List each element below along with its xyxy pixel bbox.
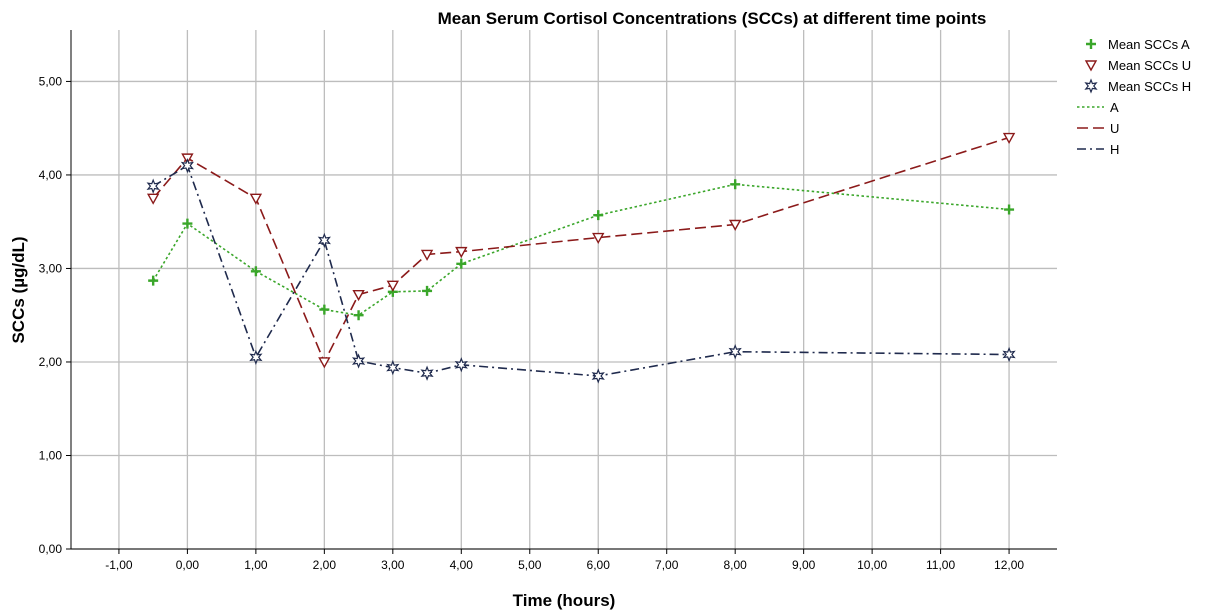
x-axis-title: Time (hours) [513,591,616,610]
legend-label: Mean SCCs H [1108,79,1191,94]
data-point-A [593,210,604,221]
y-axis-title: SCCs (µg/dL) [9,236,28,343]
data-point-U [249,193,263,205]
chart-title: Mean Serum Cortisol Concentrations (SCCs… [438,9,987,28]
data-point-H [180,157,195,174]
data-point-U [318,357,331,369]
legend-label: H [1110,142,1119,157]
data-point-H [591,368,605,384]
data-point-A [730,179,741,190]
series-layer [146,132,1016,384]
axes: -1,00 0,00 1,00 2,00 3,00 4,00 5,00 6,00 7,00 8,0… [39,30,1057,572]
y-tick-label: 0,00 [39,542,63,556]
data-point-H [386,359,400,376]
data-point-U [592,232,605,245]
data-point-A [422,285,433,296]
legend-label: A [1110,100,1119,115]
data-point-U [728,219,742,231]
grid [71,30,1057,550]
data-point-U [1002,132,1016,144]
data-point-A [456,258,467,269]
x-tick-label: 5,00 [518,558,542,572]
legend-marker-U [1084,60,1098,72]
data-point-U [455,246,468,259]
data-point-H [454,357,468,373]
x-tick-label: 2,00 [313,558,337,572]
y-tick-label: 5,00 [39,74,63,88]
data-point-H [1002,346,1016,363]
data-point-H [249,349,263,365]
x-tick-label: 0,00 [176,558,200,572]
data-point-A [250,266,261,277]
y-tick-label: 4,00 [39,168,63,182]
legend-marker-H [1084,78,1098,94]
x-tick-label: 1,00 [244,558,268,572]
series-U [146,132,1016,369]
data-point-H [728,344,742,360]
data-point-A [1004,204,1015,215]
data-point-A [148,275,159,286]
y-tick-label: 3,00 [39,261,63,275]
series-line-H [152,164,1010,377]
series-line-A [152,183,1010,317]
x-tick-label: 8,00 [724,558,748,572]
series-line-U [152,136,1010,364]
x-tick-label: 10,00 [857,558,887,572]
data-point-A [353,310,364,321]
series-A [148,179,1015,321]
data-point-A [182,218,193,229]
data-point-U [352,289,365,302]
x-tick-label: -1,00 [105,558,133,572]
data-point-H [317,232,331,249]
data-point-H [420,365,434,381]
legend-label: Mean SCCs U [1108,58,1191,73]
x-tick-label: 9,00 [792,558,816,572]
legend-label: U [1110,121,1119,136]
x-tick-label: 11,00 [926,558,955,572]
data-point-U [146,193,160,205]
x-tick-label: 12,00 [994,558,1024,572]
legend: Mean SCCs A Mean SCCs U Mean SCCs H AUH [1077,37,1191,157]
legend-label: Mean SCCs A [1108,37,1190,52]
x-tick-label: 3,00 [381,558,405,572]
data-point-U [386,280,400,292]
y-tick-label: 2,00 [39,355,63,369]
data-point-H [146,178,160,194]
x-tick-label: 6,00 [587,558,611,572]
x-tick-label: 4,00 [450,558,474,572]
legend-marker-A [1086,39,1096,49]
data-point-H [351,353,366,369]
y-tick-label: 1,00 [39,448,63,462]
data-point-U [420,249,434,261]
x-tick-label: 7,00 [655,558,679,572]
data-point-A [319,304,330,315]
series-H [146,157,1016,384]
